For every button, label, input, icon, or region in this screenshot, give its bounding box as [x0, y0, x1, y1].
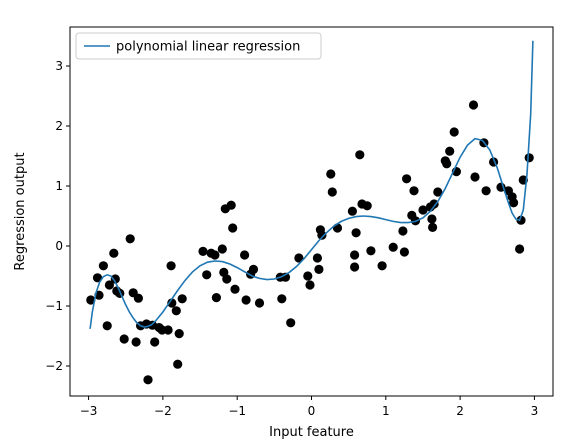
y-tick-label: −2: [45, 359, 63, 373]
data-point-47: [277, 294, 287, 304]
data-point-67: [366, 246, 376, 256]
data-point-3: [98, 261, 108, 271]
regression-curve-layer: [89, 40, 534, 329]
data-point-62: [350, 262, 360, 272]
plot-area-frame: [69, 26, 554, 397]
regression-curve: [89, 40, 534, 329]
data-point-33: [211, 293, 221, 303]
data-point-26: [173, 359, 183, 369]
data-point-37: [222, 274, 232, 284]
y-tick-label: 3: [55, 59, 63, 73]
data-point-54: [314, 264, 324, 274]
data-point-66: [362, 201, 372, 211]
data-point-0: [86, 295, 96, 305]
legend: polynomial linear regression: [75, 32, 322, 60]
y-tick-label: 0: [55, 239, 63, 253]
data-point-30: [202, 270, 212, 280]
data-point-13: [131, 337, 141, 347]
data-point-68: [377, 261, 387, 271]
data-point-41: [240, 250, 250, 260]
data-point-6: [109, 248, 119, 258]
data-point-63: [351, 228, 361, 238]
data-point-80: [429, 199, 439, 209]
data-point-44: [248, 264, 259, 274]
x-tick-label: 2: [456, 404, 464, 418]
data-point-70: [398, 226, 408, 236]
data-point-19: [150, 337, 160, 347]
data-point-88: [470, 172, 480, 182]
data-point-56: [317, 230, 327, 240]
x-tick-label: −3: [80, 404, 98, 418]
data-point-24: [167, 298, 177, 308]
data-point-83: [442, 159, 452, 169]
data-point-5: [104, 280, 114, 290]
data-point-79: [428, 222, 438, 232]
data-point-87: [468, 100, 479, 110]
data-point-64: [355, 150, 365, 160]
data-point-59: [332, 223, 343, 233]
data-point-90: [481, 186, 491, 196]
data-point-85: [449, 127, 459, 137]
y-tick-label: −1: [45, 299, 63, 313]
x-tick-label: 1: [382, 404, 390, 418]
x-axis-ticks: −3 −2 −1 0 1 2 3: [80, 396, 539, 418]
data-point-1: [92, 273, 103, 283]
data-point-32: [210, 250, 220, 260]
data-point-84: [445, 146, 455, 156]
data-point-7: [110, 274, 120, 284]
data-point-45: [254, 298, 265, 308]
data-point-42: [241, 295, 251, 305]
x-tick-label: −2: [154, 404, 172, 418]
data-point-38: [226, 200, 236, 210]
data-point-17: [143, 375, 153, 385]
data-point-23: [166, 261, 176, 271]
x-tick-label: 0: [308, 404, 316, 418]
data-point-52: [305, 280, 315, 290]
data-point-34: [217, 244, 227, 254]
data-point-61: [350, 250, 360, 260]
data-point-74: [409, 186, 419, 196]
data-point-69: [388, 242, 398, 252]
data-point-51: [303, 271, 313, 281]
data-point-29: [198, 246, 208, 256]
data-point-28: [177, 294, 187, 304]
data-point-22: [163, 325, 173, 335]
data-point-57: [326, 169, 336, 179]
data-point-78: [427, 214, 437, 224]
data-point-97: [516, 215, 526, 225]
scatter-points: [86, 100, 534, 385]
data-point-4: [102, 321, 112, 331]
x-axis-label: Input feature: [269, 425, 354, 440]
data-point-96: [515, 244, 525, 254]
data-point-72: [402, 174, 412, 184]
data-point-53: [312, 253, 322, 263]
data-point-76: [418, 205, 428, 215]
data-point-71: [399, 247, 409, 257]
legend-box: [75, 32, 322, 60]
legend-entry-label: polynomial linear regression: [116, 40, 300, 55]
data-point-50: [294, 253, 304, 263]
x-tick-label: −1: [228, 404, 246, 418]
data-point-11: [125, 234, 135, 244]
data-point-95: [508, 198, 519, 208]
x-tick-label: 3: [531, 404, 539, 418]
data-point-60: [347, 206, 357, 216]
y-axis-label: Regression output: [13, 152, 28, 270]
data-point-27: [174, 329, 184, 339]
data-point-58: [327, 187, 337, 197]
data-point-25: [171, 306, 181, 316]
data-point-99: [524, 153, 534, 163]
data-point-49: [286, 318, 296, 328]
data-point-14: [133, 293, 143, 303]
data-point-10: [119, 334, 129, 344]
data-point-81: [433, 187, 443, 197]
data-point-40: [230, 284, 240, 294]
y-tick-label: 2: [55, 119, 63, 133]
data-point-39: [228, 223, 238, 233]
y-axis-ticks: −2 −1 0 1 2 3: [45, 59, 70, 373]
y-tick-label: 1: [55, 179, 63, 193]
